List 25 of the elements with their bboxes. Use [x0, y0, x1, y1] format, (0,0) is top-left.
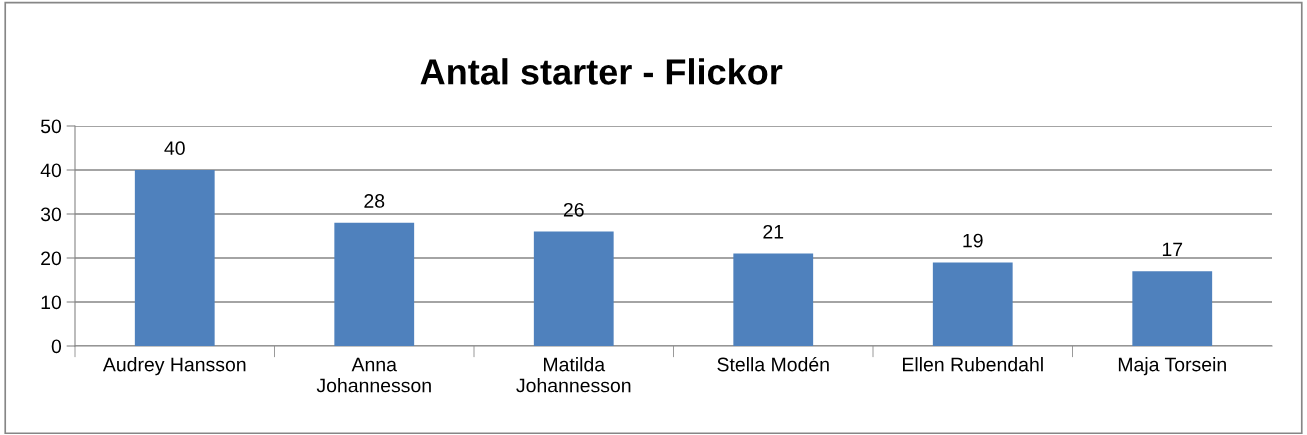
bar: [1132, 271, 1213, 346]
bar: [733, 253, 814, 346]
y-tick-label: 20: [41, 251, 62, 266]
y-tick-label: 0: [51, 339, 62, 354]
y-tick-label: 10: [41, 295, 62, 310]
bar: [334, 222, 415, 346]
y-tick-label: 50: [40, 119, 62, 134]
data-label: 21: [763, 224, 784, 239]
data-label: 28: [364, 194, 385, 208]
bar: [533, 231, 614, 346]
bar: [932, 262, 1013, 346]
data-label: 26: [563, 202, 584, 217]
x-tick-label: Anna Johannesson: [316, 357, 431, 393]
y-tick-label: 30: [40, 207, 62, 222]
x-tick-label: Audrey Hansson: [102, 357, 246, 376]
x-tick-label: Matilda Johannesson: [516, 357, 631, 393]
chart-title: Antal starter - Flickor: [420, 58, 783, 85]
x-tick-label: Maja Torsein: [1118, 357, 1226, 376]
x-tick-label: Stella Modén: [717, 356, 829, 372]
bar: [134, 170, 215, 346]
data-label: 19: [963, 233, 983, 248]
y-tick-label: 40: [40, 163, 62, 178]
x-tick-label: Ellen Rubendahl: [903, 357, 1043, 372]
data-label: 17: [1162, 242, 1183, 257]
data-label: 40: [164, 141, 185, 156]
